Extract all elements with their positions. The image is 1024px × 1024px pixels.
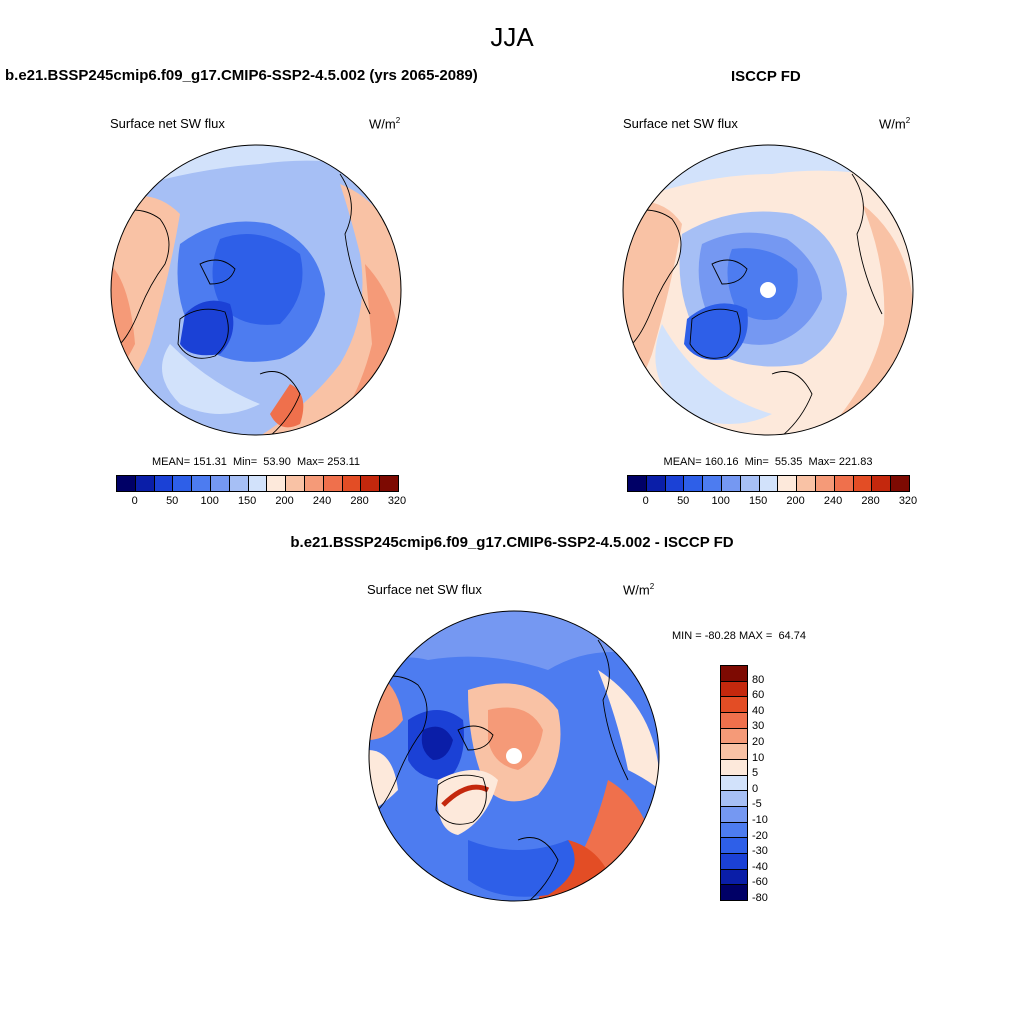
obs-units-label: W/m2 <box>879 116 911 132</box>
colorbar-swatch <box>248 476 268 491</box>
colorbar-swatch <box>173 476 193 491</box>
colorbar-tick-label: 150 <box>748 495 768 507</box>
colorbar-swatch <box>721 728 747 745</box>
model-stats: MEAN= 151.31 Min= 53.90 Max= 253.11 <box>151 456 361 468</box>
colorbar-swatch <box>721 838 747 855</box>
colorbar-tick-label: 240 <box>823 495 843 507</box>
colorbar-swatch <box>380 476 398 491</box>
model-units-label: W/m2 <box>369 116 401 132</box>
colorbar-swatch <box>872 476 892 491</box>
model-colorbar-ticks: 0 50 100 150 200 240 280 320 <box>116 495 407 509</box>
colorbar-swatch <box>286 476 305 491</box>
colorbar-swatch <box>684 476 704 491</box>
colorbar-swatch <box>721 885 747 901</box>
colorbar-swatch <box>797 476 816 491</box>
colorbar-swatch <box>778 476 798 491</box>
colorbar-tick-label: 150 <box>237 495 257 507</box>
colorbar-swatch <box>891 476 909 491</box>
colorbar-swatch <box>721 760 747 776</box>
colorbar-tick-label: 200 <box>786 495 805 507</box>
colorbar-swatch <box>323 476 343 491</box>
colorbar-swatch <box>192 476 211 491</box>
diff-colorbar <box>720 665 748 901</box>
colorbar-tick-label: 60 <box>752 689 765 702</box>
obs-colorbar-ticks: 0 50 100 150 200 240 280 320 <box>627 495 918 509</box>
colorbar-tick-label: 100 <box>711 495 730 507</box>
colorbar-swatch <box>815 476 835 491</box>
colorbar-tick-label: 50 <box>166 495 179 507</box>
model-case-title: b.e21.BSSP245cmip6.f09_g17.CMIP6-SSP2-4.… <box>5 67 478 84</box>
colorbar-tick-label: 320 <box>898 495 918 507</box>
colorbar-tick-label: 0 <box>642 495 649 507</box>
colorbar-swatch <box>703 476 722 491</box>
colorbar-tick-label: -80 <box>752 892 768 904</box>
colorbar-tick-label: 0 <box>752 782 759 795</box>
colorbar-swatch <box>721 681 747 698</box>
diff-case-title: b.e21.BSSP245cmip6.f09_g17.CMIP6-SSP2-4.… <box>290 534 734 551</box>
colorbar-swatch <box>853 476 873 491</box>
colorbar-swatch <box>342 476 362 491</box>
colorbar-swatch <box>135 476 155 491</box>
colorbar-tick-label: 280 <box>861 495 880 507</box>
colorbar-swatch <box>304 476 324 491</box>
colorbar-tick-label: -30 <box>752 845 768 858</box>
colorbar-swatch <box>154 476 174 491</box>
diff-polar-map <box>368 610 660 902</box>
colorbar-swatch <box>267 476 287 491</box>
colorbar-swatch <box>721 713 747 729</box>
colorbar-swatch <box>721 869 747 886</box>
colorbar-tick-label: 280 <box>350 495 369 507</box>
colorbar-tick-label: -40 <box>752 860 768 873</box>
colorbar-swatch <box>740 476 760 491</box>
colorbar-tick-label: 40 <box>752 704 765 717</box>
season-title: JJA <box>490 22 534 52</box>
colorbar-swatch <box>361 476 381 491</box>
colorbar-swatch <box>721 476 741 491</box>
obs-colorbar <box>627 475 910 492</box>
obs-stats: MEAN= 160.16 Min= 55.35 Max= 221.83 <box>663 456 873 468</box>
colorbar-swatch <box>834 476 854 491</box>
colorbar-swatch <box>117 476 136 491</box>
colorbar-swatch <box>721 807 747 823</box>
colorbar-tick-label: 320 <box>387 495 407 507</box>
diff-stats: MIN = -80.28 MAX = 64.74 <box>672 630 806 642</box>
colorbar-swatch <box>628 476 647 491</box>
colorbar-swatch <box>646 476 666 491</box>
colorbar-swatch <box>210 476 230 491</box>
colorbar-tick-label: 80 <box>752 673 765 686</box>
diff-units-label: W/m2 <box>623 582 655 598</box>
colorbar-swatch <box>721 822 747 839</box>
colorbar-tick-label: 20 <box>752 736 765 748</box>
model-polar-map <box>110 144 402 436</box>
obs-variable-label: Surface net SW flux <box>623 116 738 131</box>
colorbar-swatch <box>229 476 249 491</box>
model-variable-label: Surface net SW flux <box>110 116 225 131</box>
diff-colorbar-ticks: 80 60 40 30 20 10 5 0 -5 -10 -20 -30 -40 -60 -80 <box>750 665 790 904</box>
colorbar-swatch <box>721 666 747 682</box>
colorbar-tick-label: 100 <box>200 495 219 507</box>
diff-variable-label: Surface net SW flux <box>367 582 482 597</box>
colorbar-tick-label: 10 <box>752 751 765 764</box>
colorbar-tick-label: 200 <box>275 495 294 507</box>
colorbar-tick-label: -20 <box>752 829 768 842</box>
colorbar-swatch <box>721 775 747 792</box>
colorbar-tick-label: 240 <box>312 495 332 507</box>
colorbar-tick-label: -5 <box>752 798 762 811</box>
colorbar-swatch <box>721 697 747 714</box>
model-colorbar <box>116 475 399 492</box>
obs-polar-map <box>622 144 914 436</box>
colorbar-swatch <box>721 791 747 808</box>
colorbar-swatch <box>665 476 685 491</box>
obs-case-title: ISCCP FD <box>731 68 801 85</box>
colorbar-tick-label: 5 <box>752 767 759 780</box>
colorbar-tick-label: 30 <box>752 720 765 733</box>
colorbar-tick-label: 50 <box>677 495 690 507</box>
colorbar-swatch <box>721 854 747 870</box>
colorbar-tick-label: -10 <box>752 814 768 826</box>
colorbar-tick-label: 0 <box>131 495 138 507</box>
colorbar-swatch <box>721 744 747 761</box>
colorbar-swatch <box>759 476 779 491</box>
colorbar-tick-label: -60 <box>752 876 768 889</box>
